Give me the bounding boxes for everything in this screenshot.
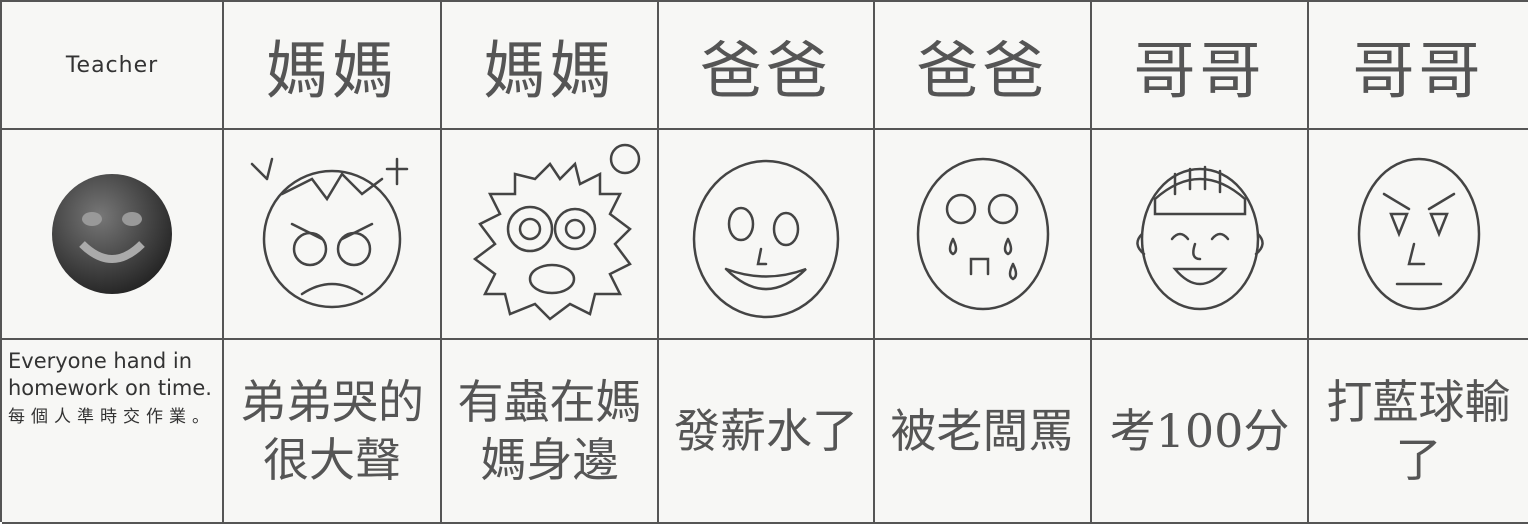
teacher-note: Everyone hand in homework on time. 每個人準時… (2, 340, 224, 524)
caption-cell: 考100分 (1092, 340, 1309, 524)
teacher-emoji (52, 174, 172, 294)
caption-cell: 打藍球輸了 (1309, 340, 1528, 524)
header-text: 爸爸 (699, 34, 832, 107)
caption-cell: 發薪水了 (659, 340, 875, 524)
caption-text: 有蟲在媽媽身邊 (457, 375, 642, 487)
header-cell: 媽媽 (224, 2, 442, 130)
header-cell: 哥哥 (1092, 2, 1309, 130)
header-text: 哥哥 (1133, 34, 1266, 107)
note-chinese: 每個人準時交作業。 (8, 407, 215, 427)
note-english: Everyone hand in homework on time. (8, 349, 212, 400)
header-text: 媽媽 (265, 34, 398, 107)
face-cell (875, 130, 1092, 340)
header-cell: 哥哥 (1309, 2, 1528, 130)
scared-mom-face (472, 143, 640, 321)
face-cell (442, 130, 659, 340)
header-cell: 媽媽 (442, 2, 659, 130)
caption-cell: 有蟲在媽媽身邊 (442, 340, 659, 524)
face-cell (1309, 130, 1528, 340)
header-text: 哥哥 (1352, 34, 1485, 107)
header-text: Teacher (65, 52, 159, 78)
header-cell: Teacher (2, 2, 224, 130)
face-cell (224, 130, 442, 340)
caption-text: 考100分 (1109, 404, 1290, 458)
angry-brother-face (1357, 157, 1480, 311)
caption-cell: 被老闆罵 (875, 340, 1092, 524)
header-text: 爸爸 (916, 34, 1049, 107)
face-cell (1092, 130, 1309, 340)
caption-text: 打藍球輸了 (1326, 375, 1511, 487)
header-cell: 爸爸 (875, 2, 1092, 130)
crying-dad-face (916, 157, 1049, 311)
caption-cell: 弟弟哭的很大聲 (224, 340, 442, 524)
angry-mom-face (250, 157, 409, 309)
caption-text: 被老闆罵 (890, 404, 1075, 458)
caption-text: 弟弟哭的很大聲 (240, 375, 424, 487)
happy-dad-face (692, 159, 840, 319)
header-cell: 爸爸 (659, 2, 875, 130)
smiling-brother-face (1135, 165, 1264, 311)
face-cell (659, 130, 875, 340)
caption-text: 發薪水了 (674, 404, 858, 458)
header-text: 媽媽 (483, 34, 616, 107)
face-cell (2, 130, 224, 340)
